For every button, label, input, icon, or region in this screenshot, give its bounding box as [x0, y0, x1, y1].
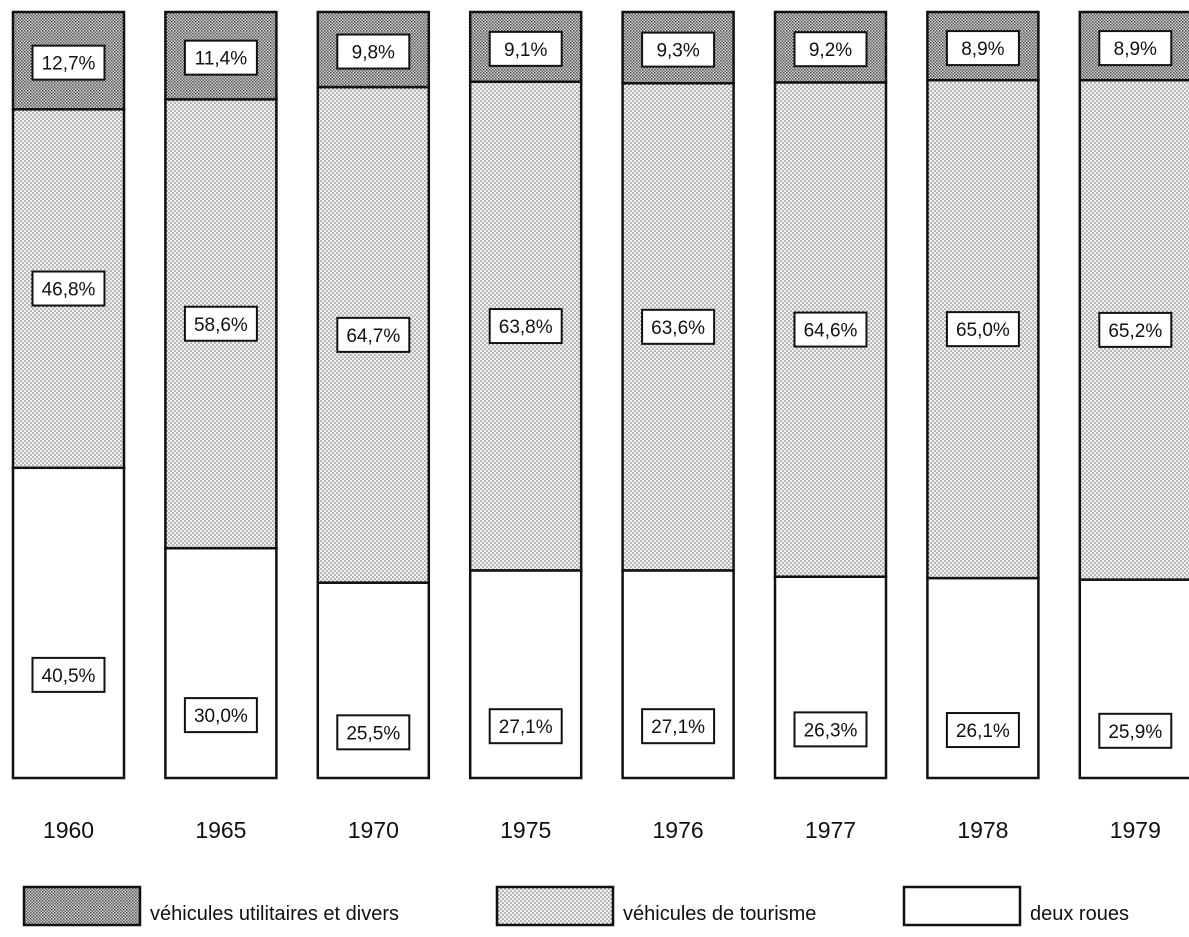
legend-item-deux-roues: deux roues [902, 885, 1129, 927]
legend-label: deux roues [1030, 903, 1129, 925]
data-label: 26,1% [956, 721, 1010, 742]
bar-segment-deux-roues-1976 [621, 569, 735, 780]
data-label: 40,5% [42, 666, 96, 687]
data-label-box [793, 311, 868, 348]
bar-1978: 26,1% 65,0% 8,9% 1978 [926, 10, 1040, 843]
data-label: 8,9% [961, 39, 1004, 60]
data-label-box [183, 39, 258, 76]
data-label: 30,0% [194, 706, 248, 727]
data-label: 27,1% [651, 717, 705, 738]
data-label-box [31, 44, 106, 81]
data-label: 9,3% [656, 41, 699, 62]
data-label-box [336, 714, 411, 751]
legend-swatch [902, 885, 1022, 927]
data-label-box [945, 30, 1020, 67]
data-label-box [183, 305, 258, 342]
data-label-box [488, 30, 563, 67]
x-tick-label: 1978 [957, 817, 1008, 843]
data-label-box [793, 711, 868, 748]
data-label: 9,8% [352, 43, 395, 64]
data-label-box [1098, 712, 1173, 749]
data-label: 64,6% [804, 321, 858, 342]
legend-swatch [495, 885, 615, 927]
data-label-box [1098, 30, 1173, 67]
data-label-box [793, 31, 868, 68]
data-label: 58,6% [194, 315, 248, 336]
x-tick-label: 1977 [805, 817, 856, 843]
data-label: 26,3% [804, 720, 858, 741]
bar-1965: 30,0% 58,6% 11,4% 1965 [164, 10, 278, 843]
data-label: 46,8% [42, 280, 96, 301]
data-label: 25,5% [346, 723, 400, 744]
data-label-box [31, 656, 106, 693]
legend: véhicules utilitaires et divers véhicules… [22, 885, 1129, 927]
x-tick-label: 1979 [1110, 817, 1161, 843]
x-tick-label: 1970 [348, 817, 399, 843]
bar-1960: 40,5% 46,8% 12,7% 1960 [11, 10, 126, 843]
x-tick-label: 1975 [500, 817, 551, 843]
bar-1975: 27,1% 63,8% 9,1% 1975 [468, 10, 583, 843]
data-label-box [641, 31, 716, 68]
legend-item-vehicules-utilitaires-et-divers: véhicules utilitaires et divers [22, 885, 399, 927]
data-label: 12,7% [42, 54, 96, 75]
data-label: 9,2% [809, 40, 852, 61]
data-label-box [31, 270, 106, 307]
data-label-box [1098, 311, 1173, 348]
data-label: 64,7% [346, 326, 400, 347]
data-label-box [336, 33, 411, 70]
x-tick-label: 1960 [43, 817, 94, 843]
bar-1976: 27,1% 63,6% 9,3% 1976 [621, 10, 735, 843]
bar-segment-deux-roues-1965 [164, 546, 278, 780]
legend-swatch [22, 885, 142, 927]
data-label-box [336, 316, 411, 353]
data-label: 8,9% [1114, 39, 1157, 60]
data-label: 9,1% [504, 40, 547, 61]
data-label: 65,0% [956, 320, 1010, 341]
legend-label: véhicules utilitaires et divers [150, 903, 399, 925]
bar-segment-deux-roues-1975 [468, 569, 583, 780]
x-tick-label: 1965 [195, 817, 246, 843]
data-label-box [945, 311, 1020, 348]
data-label-box [488, 708, 563, 745]
bar-segment-deux-roues-1960 [11, 466, 126, 780]
bars-group: 40,5% 46,8% 12,7% 1960 30,0% 58,6% 11,4% 1965 25… [11, 10, 1189, 843]
x-tick-label: 1976 [653, 817, 704, 843]
data-label-box [641, 708, 716, 745]
bar-1970: 25,5% 64,7% 9,8% 1970 [316, 10, 431, 843]
legend-label: véhicules de tourisme [623, 903, 816, 925]
legend-item-vehicules-de-tourisme: véhicules de tourisme [495, 885, 816, 927]
data-label: 63,6% [651, 318, 705, 339]
data-label-box [488, 308, 563, 345]
data-label: 65,2% [1108, 321, 1162, 342]
data-label: 63,8% [499, 317, 553, 338]
data-label-box [183, 697, 258, 734]
bar-segment-deux-roues-1977 [773, 575, 888, 780]
data-label-box [641, 308, 716, 345]
data-label: 11,4% [195, 49, 248, 70]
data-label: 25,9% [1108, 722, 1162, 743]
bar-1977: 26,3% 64,6% 9,2% 1977 [773, 10, 888, 843]
data-label: 27,1% [499, 717, 553, 738]
bar-1979: 25,9% 65,2% 8,9% 1979 [1078, 10, 1189, 843]
data-label-box [945, 712, 1020, 749]
